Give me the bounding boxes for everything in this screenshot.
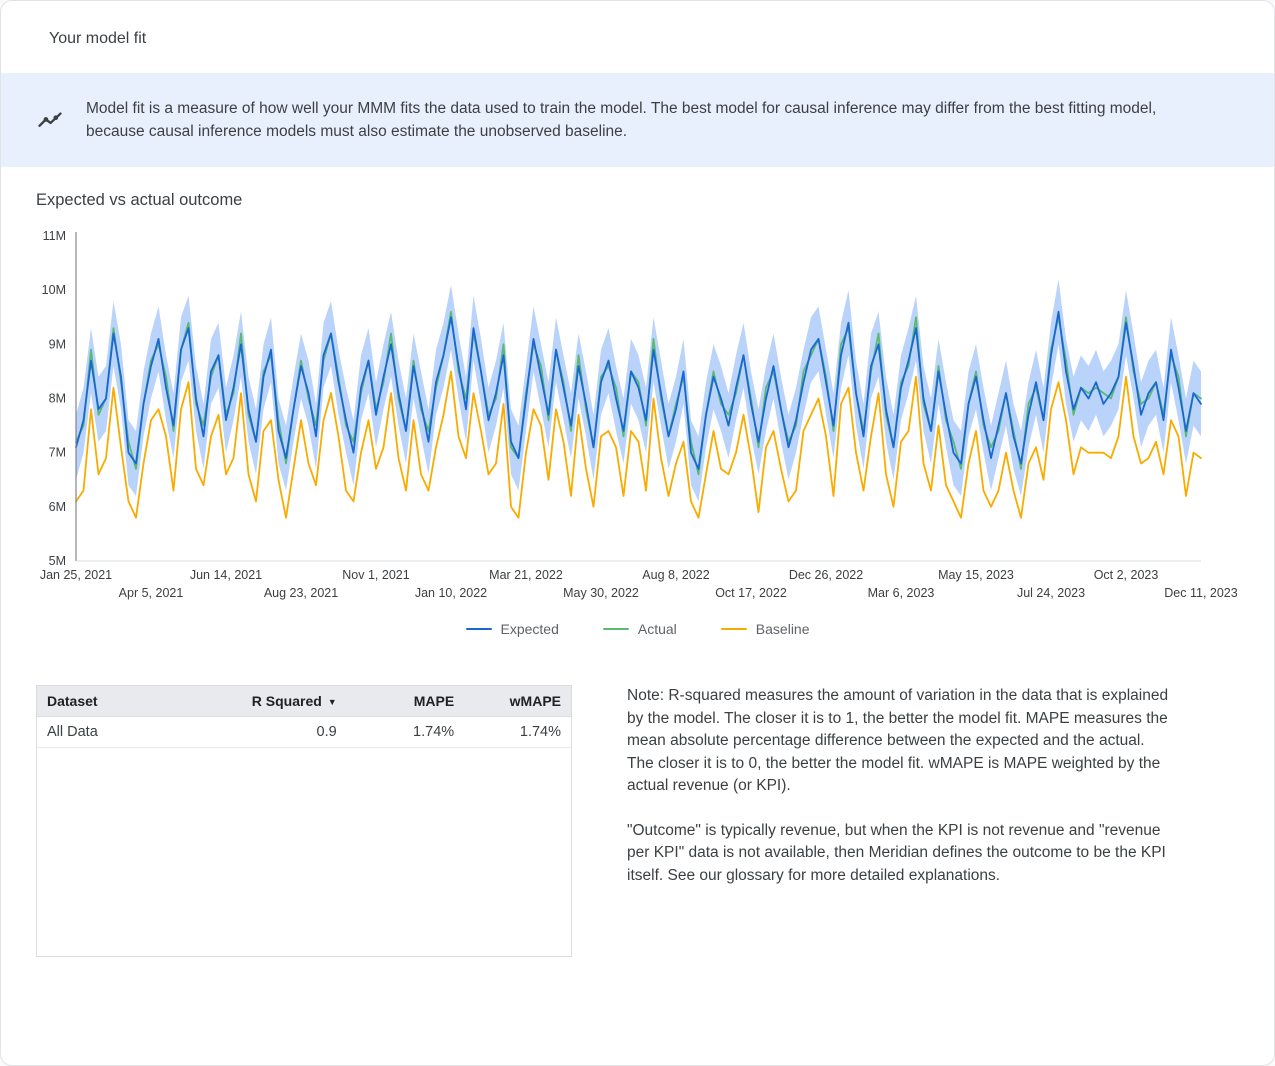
svg-text:9M: 9M xyxy=(49,337,66,351)
svg-text:Oct 17, 2022: Oct 17, 2022 xyxy=(715,586,787,600)
svg-text:Jul 24, 2023: Jul 24, 2023 xyxy=(1017,586,1085,600)
cell-wmape: 1.74% xyxy=(464,716,571,748)
svg-text:Jun 14, 2021: Jun 14, 2021 xyxy=(190,568,262,582)
svg-text:Nov 1, 2021: Nov 1, 2021 xyxy=(342,568,409,582)
baseline-line-swatch xyxy=(720,627,747,631)
svg-text:Mar 21, 2022: Mar 21, 2022 xyxy=(489,568,563,582)
table-header-row: Dataset R Squared ▼ MAPE wMAPE xyxy=(37,686,571,717)
sort-desc-icon[interactable]: ▼ xyxy=(327,697,337,707)
line-chart-svg: 5M 6M 7M 8M 9M 10M 11M Jan 25, 2021 Apr 5, 2021 J… xyxy=(40,229,1238,600)
chart-legend: Expected Actual Baseline xyxy=(36,621,1239,637)
legend-item-expected: Expected xyxy=(465,621,559,637)
svg-text:Aug 23, 2021: Aug 23, 2021 xyxy=(264,586,338,600)
svg-text:Jan 25, 2021: Jan 25, 2021 xyxy=(40,568,112,582)
chart-title: Expected vs actual outcome xyxy=(36,191,243,209)
svg-text:Dec 11, 2023: Dec 11, 2023 xyxy=(1164,586,1237,600)
svg-text:May 15, 2023: May 15, 2023 xyxy=(938,568,1014,582)
cell-r-squared: 0.9 xyxy=(218,716,347,748)
bottom-row: Dataset R Squared ▼ MAPE wMAPE All Data 0… xyxy=(1,685,1274,957)
note-paragraph-outcome: "Outcome" is typically revenue, but when… xyxy=(627,821,1166,884)
model-fit-table-container: Dataset R Squared ▼ MAPE wMAPE All Data 0… xyxy=(36,685,572,957)
svg-text:6M: 6M xyxy=(49,500,66,514)
legend-label-baseline: Baseline xyxy=(755,621,810,637)
svg-text:8M: 8M xyxy=(49,392,66,406)
legend-label-expected: Expected xyxy=(500,621,559,637)
column-header-wmape: wMAPE xyxy=(464,686,571,717)
table-row: All Data 0.9 1.74% 1.74% xyxy=(37,716,571,748)
svg-text:Apr 5, 2021: Apr 5, 2021 xyxy=(119,586,184,600)
cell-mape: 1.74% xyxy=(346,716,465,748)
svg-text:May 30, 2022: May 30, 2022 xyxy=(563,586,639,600)
r-squared-label: R Squared xyxy=(251,693,322,709)
svg-text:11M: 11M xyxy=(43,229,66,243)
info-banner: Model fit is a measure of how well your … xyxy=(1,73,1274,167)
svg-text:7M: 7M xyxy=(49,446,66,460)
svg-text:10M: 10M xyxy=(42,283,66,297)
notes-block: Note: R-squared measures the amount of v… xyxy=(627,685,1172,909)
svg-text:Jan 10, 2022: Jan 10, 2022 xyxy=(415,586,487,600)
chart-section: Expected vs actual outcome 5M 6M 7M 8M 9M 10M… xyxy=(1,191,1274,637)
expected-line-swatch xyxy=(465,627,492,631)
svg-text:Dec 26, 2022: Dec 26, 2022 xyxy=(789,568,863,582)
actual-line-swatch xyxy=(602,627,629,631)
note-paragraph-metrics: Note: R-squared measures the amount of v… xyxy=(627,687,1169,794)
svg-text:5M: 5M xyxy=(49,554,66,568)
svg-text:Oct 2, 2023: Oct 2, 2023 xyxy=(1094,568,1159,582)
model-fit-chart: 5M 6M 7M 8M 9M 10M 11M Jan 25, 2021 Apr 5, 2021 J… xyxy=(36,224,1241,611)
column-header-r-squared[interactable]: R Squared ▼ xyxy=(218,686,347,717)
legend-label-actual: Actual xyxy=(637,621,677,637)
svg-text:Mar 6, 2023: Mar 6, 2023 xyxy=(868,586,935,600)
legend-item-baseline: Baseline xyxy=(720,621,810,637)
model-fit-table: Dataset R Squared ▼ MAPE wMAPE All Data 0… xyxy=(37,686,571,748)
legend-item-actual: Actual xyxy=(602,621,677,637)
cell-dataset: All Data xyxy=(37,716,219,748)
column-header-dataset: Dataset xyxy=(37,686,219,717)
page-title: Your model fit xyxy=(49,30,147,47)
column-header-mape: MAPE xyxy=(346,686,465,717)
svg-text:Aug 8, 2022: Aug 8, 2022 xyxy=(642,568,709,582)
card-header: Your model fit xyxy=(1,1,1274,73)
insights-icon xyxy=(36,106,64,134)
banner-text: Model fit is a measure of how well your … xyxy=(86,100,1157,140)
